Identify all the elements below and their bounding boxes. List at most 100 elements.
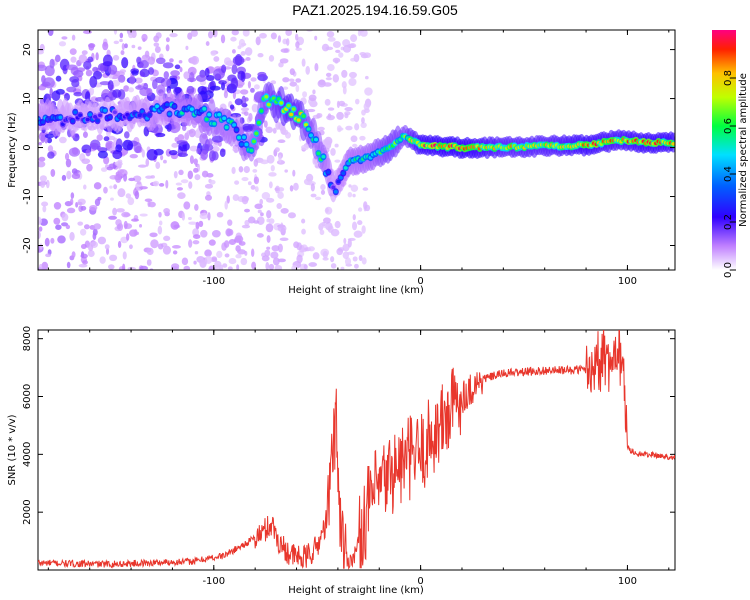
heat-cell (158, 220, 163, 226)
heat-cell (64, 152, 70, 161)
heat-cell (172, 250, 178, 255)
heat-cell (176, 140, 188, 145)
heat-cell (112, 110, 117, 115)
heat-cell (314, 196, 322, 201)
heat-cell (316, 113, 323, 118)
heat-cell (231, 64, 238, 75)
heat-cell (198, 220, 204, 228)
heat-cell (257, 71, 267, 78)
heat-cell (157, 243, 164, 250)
heat-cell (146, 148, 158, 161)
heat-cell (301, 58, 306, 67)
heat-cell (71, 251, 76, 258)
heat-cell (194, 251, 199, 255)
heat-cell (155, 104, 160, 109)
heat-cell (274, 147, 280, 153)
heat-cell (69, 231, 75, 241)
heat-cell (178, 169, 184, 176)
x-tick-label: 100 (618, 576, 637, 587)
heat-cell (254, 131, 259, 136)
heat-cell (259, 32, 267, 39)
heat-cell (260, 212, 264, 217)
heat-cell (107, 115, 112, 119)
heat-cell (137, 164, 147, 168)
heat-cell (325, 77, 332, 81)
heat-cell (257, 209, 262, 214)
heat-cell (38, 141, 43, 146)
heat-cell (241, 195, 249, 205)
heat-cell (83, 30, 92, 35)
heat-cell (129, 75, 136, 85)
heat-cell (232, 123, 237, 127)
heat-cell (170, 70, 180, 77)
heat-cell (183, 265, 191, 270)
heat-cell (73, 91, 83, 97)
heat-cell (223, 240, 230, 248)
heat-cell (252, 168, 258, 173)
heat-cell (354, 123, 360, 131)
heat-cell (171, 142, 179, 148)
heat-cell (61, 213, 69, 222)
heat-cell (204, 249, 212, 257)
heat-cell (139, 186, 148, 190)
heat-cell (260, 159, 269, 165)
heat-cell (227, 266, 233, 270)
colorbar-tick-label: 0.4 (723, 166, 734, 182)
heat-cell (234, 98, 243, 106)
heat-cell (170, 221, 180, 230)
snr-ylabel: SNR (10 * v/v) (7, 414, 18, 485)
heat-cell (251, 139, 256, 144)
heat-cell (139, 224, 143, 228)
heat-cell (234, 180, 240, 185)
heat-cell (71, 173, 81, 180)
heat-cell (188, 181, 193, 189)
heat-cell (155, 161, 161, 170)
heat-cell (331, 185, 336, 190)
heat-cell (117, 188, 126, 198)
heat-cell (65, 224, 71, 230)
heat-cell (194, 203, 199, 211)
heat-cell (108, 264, 115, 270)
heat-cell (243, 111, 249, 116)
heat-cell (268, 55, 275, 62)
heat-cell (354, 263, 359, 269)
heat-cell (327, 63, 335, 72)
heat-cell (271, 245, 280, 252)
heat-cell (150, 239, 159, 249)
heat-cell (360, 122, 367, 129)
heat-cell (107, 135, 116, 141)
heat-cell (204, 194, 212, 201)
heat-cell (153, 35, 160, 43)
colorbar-tick-label: 0.0 (723, 262, 734, 278)
heat-cell (174, 137, 179, 142)
heat-cell (189, 107, 194, 111)
heat-cell (312, 252, 320, 260)
heat-cell (205, 41, 210, 47)
y-tick-label: 6000 (22, 384, 33, 409)
heat-cell (165, 37, 170, 43)
heat-cell (119, 38, 123, 43)
heat-cell (319, 229, 325, 236)
heat-cell (65, 158, 72, 168)
heat-cell (50, 237, 55, 244)
heat-cell (112, 54, 120, 61)
heat-cell (66, 261, 71, 269)
heat-cell (179, 66, 183, 73)
heat-cell (289, 112, 294, 117)
heat-cell (332, 74, 340, 83)
heat-cell (247, 181, 252, 186)
heat-cell (306, 108, 316, 113)
x-tick-label: 0 (417, 576, 423, 587)
heat-cell (93, 114, 98, 119)
heat-cell (123, 220, 128, 230)
snr-panel: -100 0 100 2000 4000 6000 8000 Height of strai… (7, 326, 676, 596)
heat-cell (85, 149, 91, 157)
heat-cell (131, 44, 136, 49)
heat-cell (109, 254, 118, 262)
heat-cell (282, 77, 290, 83)
heat-cell (89, 76, 98, 88)
colorbar-tick-label: 0.6 (723, 118, 734, 134)
heat-cell (279, 58, 289, 64)
heat-cell (188, 239, 193, 248)
heat-cell (71, 34, 76, 41)
